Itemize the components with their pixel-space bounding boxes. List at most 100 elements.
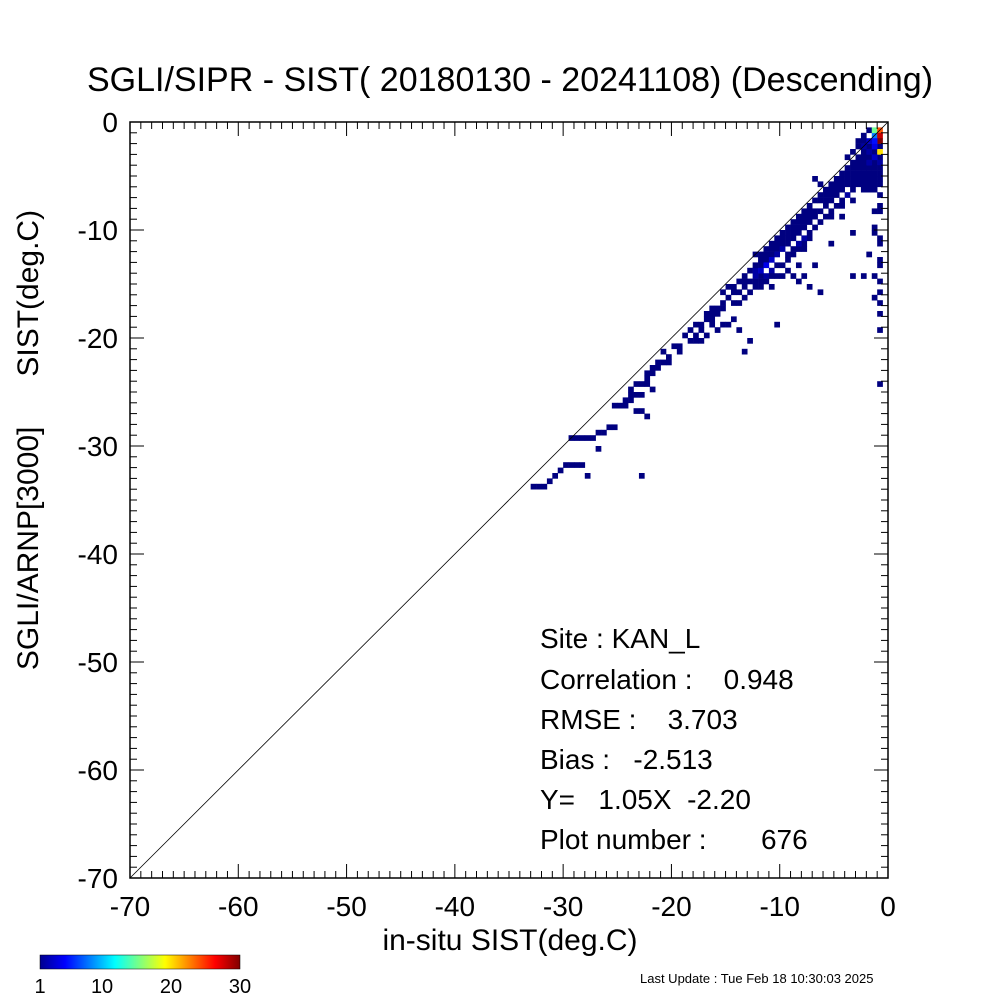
heatmap-cell [855,165,862,171]
heatmap-cell [573,462,580,468]
heatmap-cell [866,165,873,171]
heatmap-cell [660,348,667,355]
heatmap-cell [812,224,818,231]
heatmap-cell [709,321,716,328]
heatmap-cell [871,143,878,150]
heatmap-cell [698,327,705,333]
heatmap-cell [709,305,716,312]
heatmap-cell [573,435,580,441]
heatmap-cell [720,305,726,312]
heatmap-cell [752,278,759,285]
heatmap-cell [622,402,629,409]
heatmap-cell [741,278,748,285]
heatmap-cell [714,311,721,317]
heatmap-cell [866,176,873,182]
x-tick-label: -60 [218,891,258,922]
y-tick-label: -50 [78,647,118,678]
heatmap-cell [730,316,737,323]
heatmap-cell [877,381,883,387]
heatmap-cell [584,473,591,479]
heatmap-cell [774,235,781,242]
heatmap-cell [795,219,802,225]
heatmap-cell [693,332,699,339]
heatmap-cell [790,235,797,242]
heatmap-cell [714,327,721,333]
heatmap-cell [877,262,883,269]
heatmap-cell [747,338,753,344]
heatmap-cell [720,289,726,296]
y-axis-label: SGLI/ARNP[3000] SIST(deg.C) [12,210,45,670]
heatmap-cell [747,278,753,285]
heatmap-cell [552,473,559,479]
heatmap-cell [839,203,845,209]
heatmap-cell [768,246,775,252]
heatmap-cell [774,251,781,258]
heatmap-cell [801,240,808,247]
heatmap-cell [752,262,759,269]
heatmap-cell [795,213,802,220]
heatmap-cell [730,289,737,296]
heatmap-cell [611,424,618,431]
heatmap-cell [747,267,753,274]
heatmap-cell [763,246,770,252]
x-tick-label: 0 [880,891,896,922]
heatmap-cell [806,208,813,215]
heatmap-cell [752,273,759,279]
heatmap-cell [806,235,813,242]
heatmap-cell [758,251,764,258]
heatmap-cell [877,143,883,150]
heatmap-cell [579,462,586,468]
heatmap-cell [844,176,851,182]
heatmap-cell [671,343,678,350]
heatmap-cell [779,246,786,252]
heatmap-cell [774,246,781,252]
heatmap-cell [866,159,873,166]
y-tick-label: -20 [78,323,118,354]
heatmap-cell [855,159,862,166]
heatmap-cell [860,186,867,193]
heatmap-cell [638,408,645,414]
heatmap-cell [693,338,699,344]
heatmap-cell [877,165,883,171]
heatmap-cell [860,176,867,182]
colorbar-tick-label: 1 [34,976,45,998]
y-tick-label: -70 [78,863,118,894]
heatmap-cell [763,251,770,258]
heatmap-cell [546,478,553,485]
heatmap-cell [774,321,781,328]
heatmap-cell [871,154,878,161]
heatmap-cell [828,240,835,247]
y-tick-label: -30 [78,431,118,462]
heatmap-cell [644,375,651,382]
heatmap-cell [866,149,873,155]
heatmap-cell [860,149,867,155]
heatmap-cell [801,246,808,252]
last-update-text: Last Update : Tue Feb 18 10:30:03 2025 [640,971,873,986]
heatmap-cell [779,235,786,242]
chart-title: SGLI/SIPR - SIST( 20180130 - 20241108) (… [87,61,933,99]
heatmap-cell [649,386,656,393]
heatmap-cell [720,321,726,328]
colorbar-tick-label: 10 [91,976,113,998]
heatmap-cell [790,230,797,236]
x-tick-label: -40 [435,891,475,922]
heatmap-cell [736,278,743,285]
heatmap-cell [644,370,651,377]
heatmap-cell [795,240,802,247]
stat-regression: Y= 1.05X -2.20 [540,784,751,815]
heatmap-cell [871,165,878,171]
heatmap-cell [763,278,770,285]
heatmap-cell [871,176,878,182]
stat-site: Site : KAN_L [540,623,700,654]
heatmap-cell [866,170,873,177]
stat-rmse: RMSE : 3.703 [540,704,738,735]
heatmap-cell [817,289,824,296]
heatmap-cell [676,348,683,355]
heatmap-cell [628,386,634,393]
heatmap-cell [877,300,883,306]
heatmap-cell [720,300,726,306]
heatmap-cell [806,213,813,220]
heatmap-cell [568,462,575,468]
heatmap-cell [785,235,791,242]
